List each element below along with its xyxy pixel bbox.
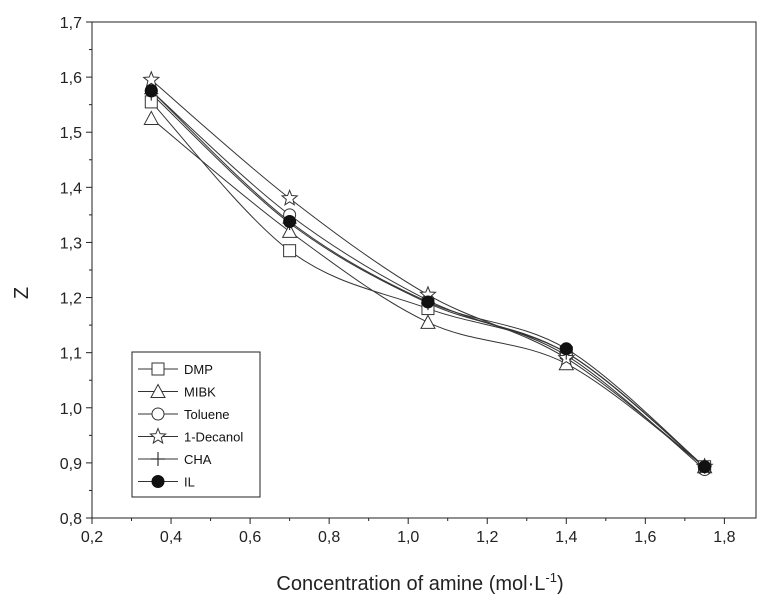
data-point-il (698, 460, 712, 474)
y-tick-label: 1,3 (60, 235, 82, 252)
x-tick-label: 0,6 (239, 529, 261, 546)
data-point-mibk (281, 223, 298, 238)
legend-marker-toluene (151, 407, 165, 421)
y-tick-label: 1,5 (60, 125, 82, 142)
legend-label-1-decanol: 1-Decanol (184, 430, 243, 445)
data-point-il (421, 295, 435, 309)
x-tick-label: 1,0 (397, 529, 419, 546)
x-tick-label: 1,8 (713, 529, 735, 546)
x-axis-title-main: Concentration of amine (mol·L (276, 573, 545, 595)
data-point-il (559, 342, 573, 356)
y-tick-label: 1,4 (60, 180, 82, 197)
y-axis-title: Z (11, 287, 33, 299)
x-tick-label: 0,8 (318, 529, 340, 546)
data-point-1-decanol (142, 70, 161, 88)
y-tick-label: 1,7 (60, 15, 82, 32)
x-tick-label: 0,2 (81, 529, 103, 546)
x-axis-title: Concentration of amine (mol·L-1) (276, 570, 563, 595)
x-tick-label: 1,2 (476, 529, 498, 546)
x-axis-title-close: ) (557, 573, 564, 595)
x-tick-label: 0,4 (160, 529, 182, 546)
y-tick-label: 1,0 (60, 401, 82, 418)
legend-marker-dmp (151, 362, 165, 376)
legend-label-mibk: MIBK (184, 385, 216, 400)
data-point-mibk (420, 314, 436, 329)
y-tick-label: 1,6 (60, 70, 82, 87)
y-tick-label: 1,1 (60, 346, 82, 363)
x-axis-title-sup: -1 (545, 570, 557, 585)
data-point-il (144, 84, 158, 98)
legend-marker-1-decanol (149, 427, 167, 445)
x-tick-label: 1,6 (634, 529, 656, 546)
data-point-il (283, 215, 297, 229)
legend-label-il: IL (184, 475, 195, 490)
axes: 0,2 0,4 0,6 0,8 1,0 1,2 1,4 1,6 1,8 0,8 0,9 1,0 1,1 1… (60, 15, 757, 546)
legend-label-cha: CHA (184, 452, 212, 467)
y-tick-label: 1,2 (60, 291, 82, 308)
legend-box (131, 351, 261, 498)
y-tick-label: 0,9 (60, 456, 82, 473)
legend: DMP MIBK Toluene 1-Decanol CHA IL (131, 351, 261, 498)
legend-marker-mibk (150, 383, 166, 398)
legend-label-toluene: Toluene (184, 407, 230, 422)
legend-marker-cha (151, 452, 165, 466)
data-point-mibk (143, 110, 160, 125)
data-point-1-decanol (280, 189, 299, 206)
y-tick-label: 0,8 (60, 511, 82, 528)
legend-label-dmp: DMP (184, 362, 213, 377)
series-markers (142, 70, 714, 477)
x-tick-label: 1,4 (555, 529, 577, 546)
legend-marker-il (151, 475, 165, 488)
data-point-dmp (283, 244, 297, 258)
